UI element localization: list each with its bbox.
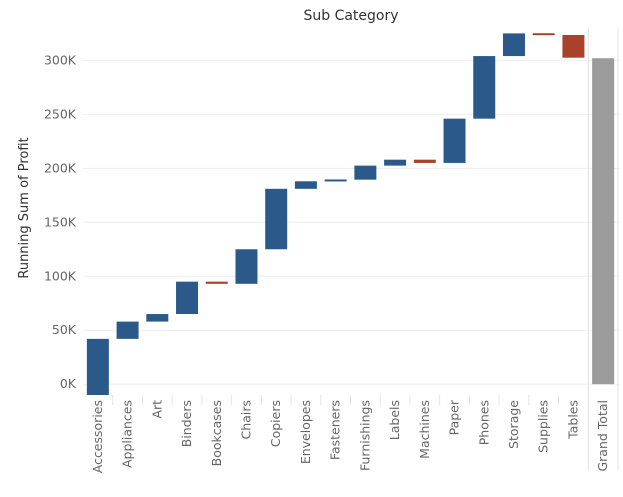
y-tick-label: 100K	[44, 268, 77, 283]
x-category-label: Furnishings	[357, 400, 372, 471]
x-category-label: Phones	[476, 400, 491, 445]
bar-accessories	[86, 338, 109, 395]
bar-art	[146, 314, 169, 322]
bar-tables	[562, 35, 585, 58]
y-tick-label: 200K	[44, 160, 77, 175]
y-axis-ticks: 0K 50K 100K 150K 200K 250K 300K	[44, 52, 77, 391]
y-axis-title: Running Sum of Profit	[17, 137, 32, 278]
x-category-label: Paper	[447, 399, 462, 435]
y-tick-label: 50K	[52, 322, 77, 337]
bar-fasteners	[324, 179, 347, 182]
gridlines	[83, 59, 618, 385]
bar-furnishings	[354, 165, 377, 180]
bar-bookcases	[205, 281, 228, 284]
category-separators	[112, 28, 619, 470]
x-category-label: Copiers	[268, 400, 283, 447]
x-category-label: Bookcases	[209, 400, 224, 466]
bar-grand-total	[592, 58, 615, 385]
x-axis-labels: Accessories Appliances Art Binders Bookcases…	[90, 399, 610, 473]
bar-appliances	[116, 321, 139, 339]
x-category-label: Binders	[179, 400, 194, 447]
x-category-label: Labels	[387, 400, 402, 440]
x-category-label: Envelopes	[298, 400, 313, 464]
bar-binders	[176, 281, 199, 315]
bar-phones	[473, 56, 496, 119]
chart-title: Sub Category	[303, 8, 398, 24]
x-category-label: Storage	[506, 400, 521, 449]
bar-machines	[413, 159, 436, 163]
bar-paper	[443, 118, 466, 163]
bar-envelopes	[294, 181, 317, 189]
x-category-label: Art	[149, 400, 164, 419]
y-tick-label: 250K	[44, 106, 77, 121]
y-tick-label: 300K	[44, 52, 77, 67]
x-category-label: Machines	[417, 400, 432, 459]
x-category-label: Grand Total	[595, 400, 610, 472]
bar-chairs	[235, 249, 258, 284]
x-category-label: Tables	[565, 400, 580, 440]
y-tick-label: 0K	[60, 376, 77, 391]
x-category-label: Chairs	[238, 400, 253, 439]
bar-supplies	[532, 33, 555, 36]
x-category-label: Accessories	[90, 400, 105, 473]
x-category-label: Supplies	[536, 400, 551, 453]
bar-storage	[502, 33, 525, 57]
bar-copiers	[265, 188, 288, 250]
x-category-label: Appliances	[120, 400, 135, 468]
y-tick-label: 150K	[44, 214, 77, 229]
x-category-label: Fasteners	[328, 400, 343, 460]
bars	[86, 33, 615, 395]
bar-labels	[384, 159, 407, 166]
